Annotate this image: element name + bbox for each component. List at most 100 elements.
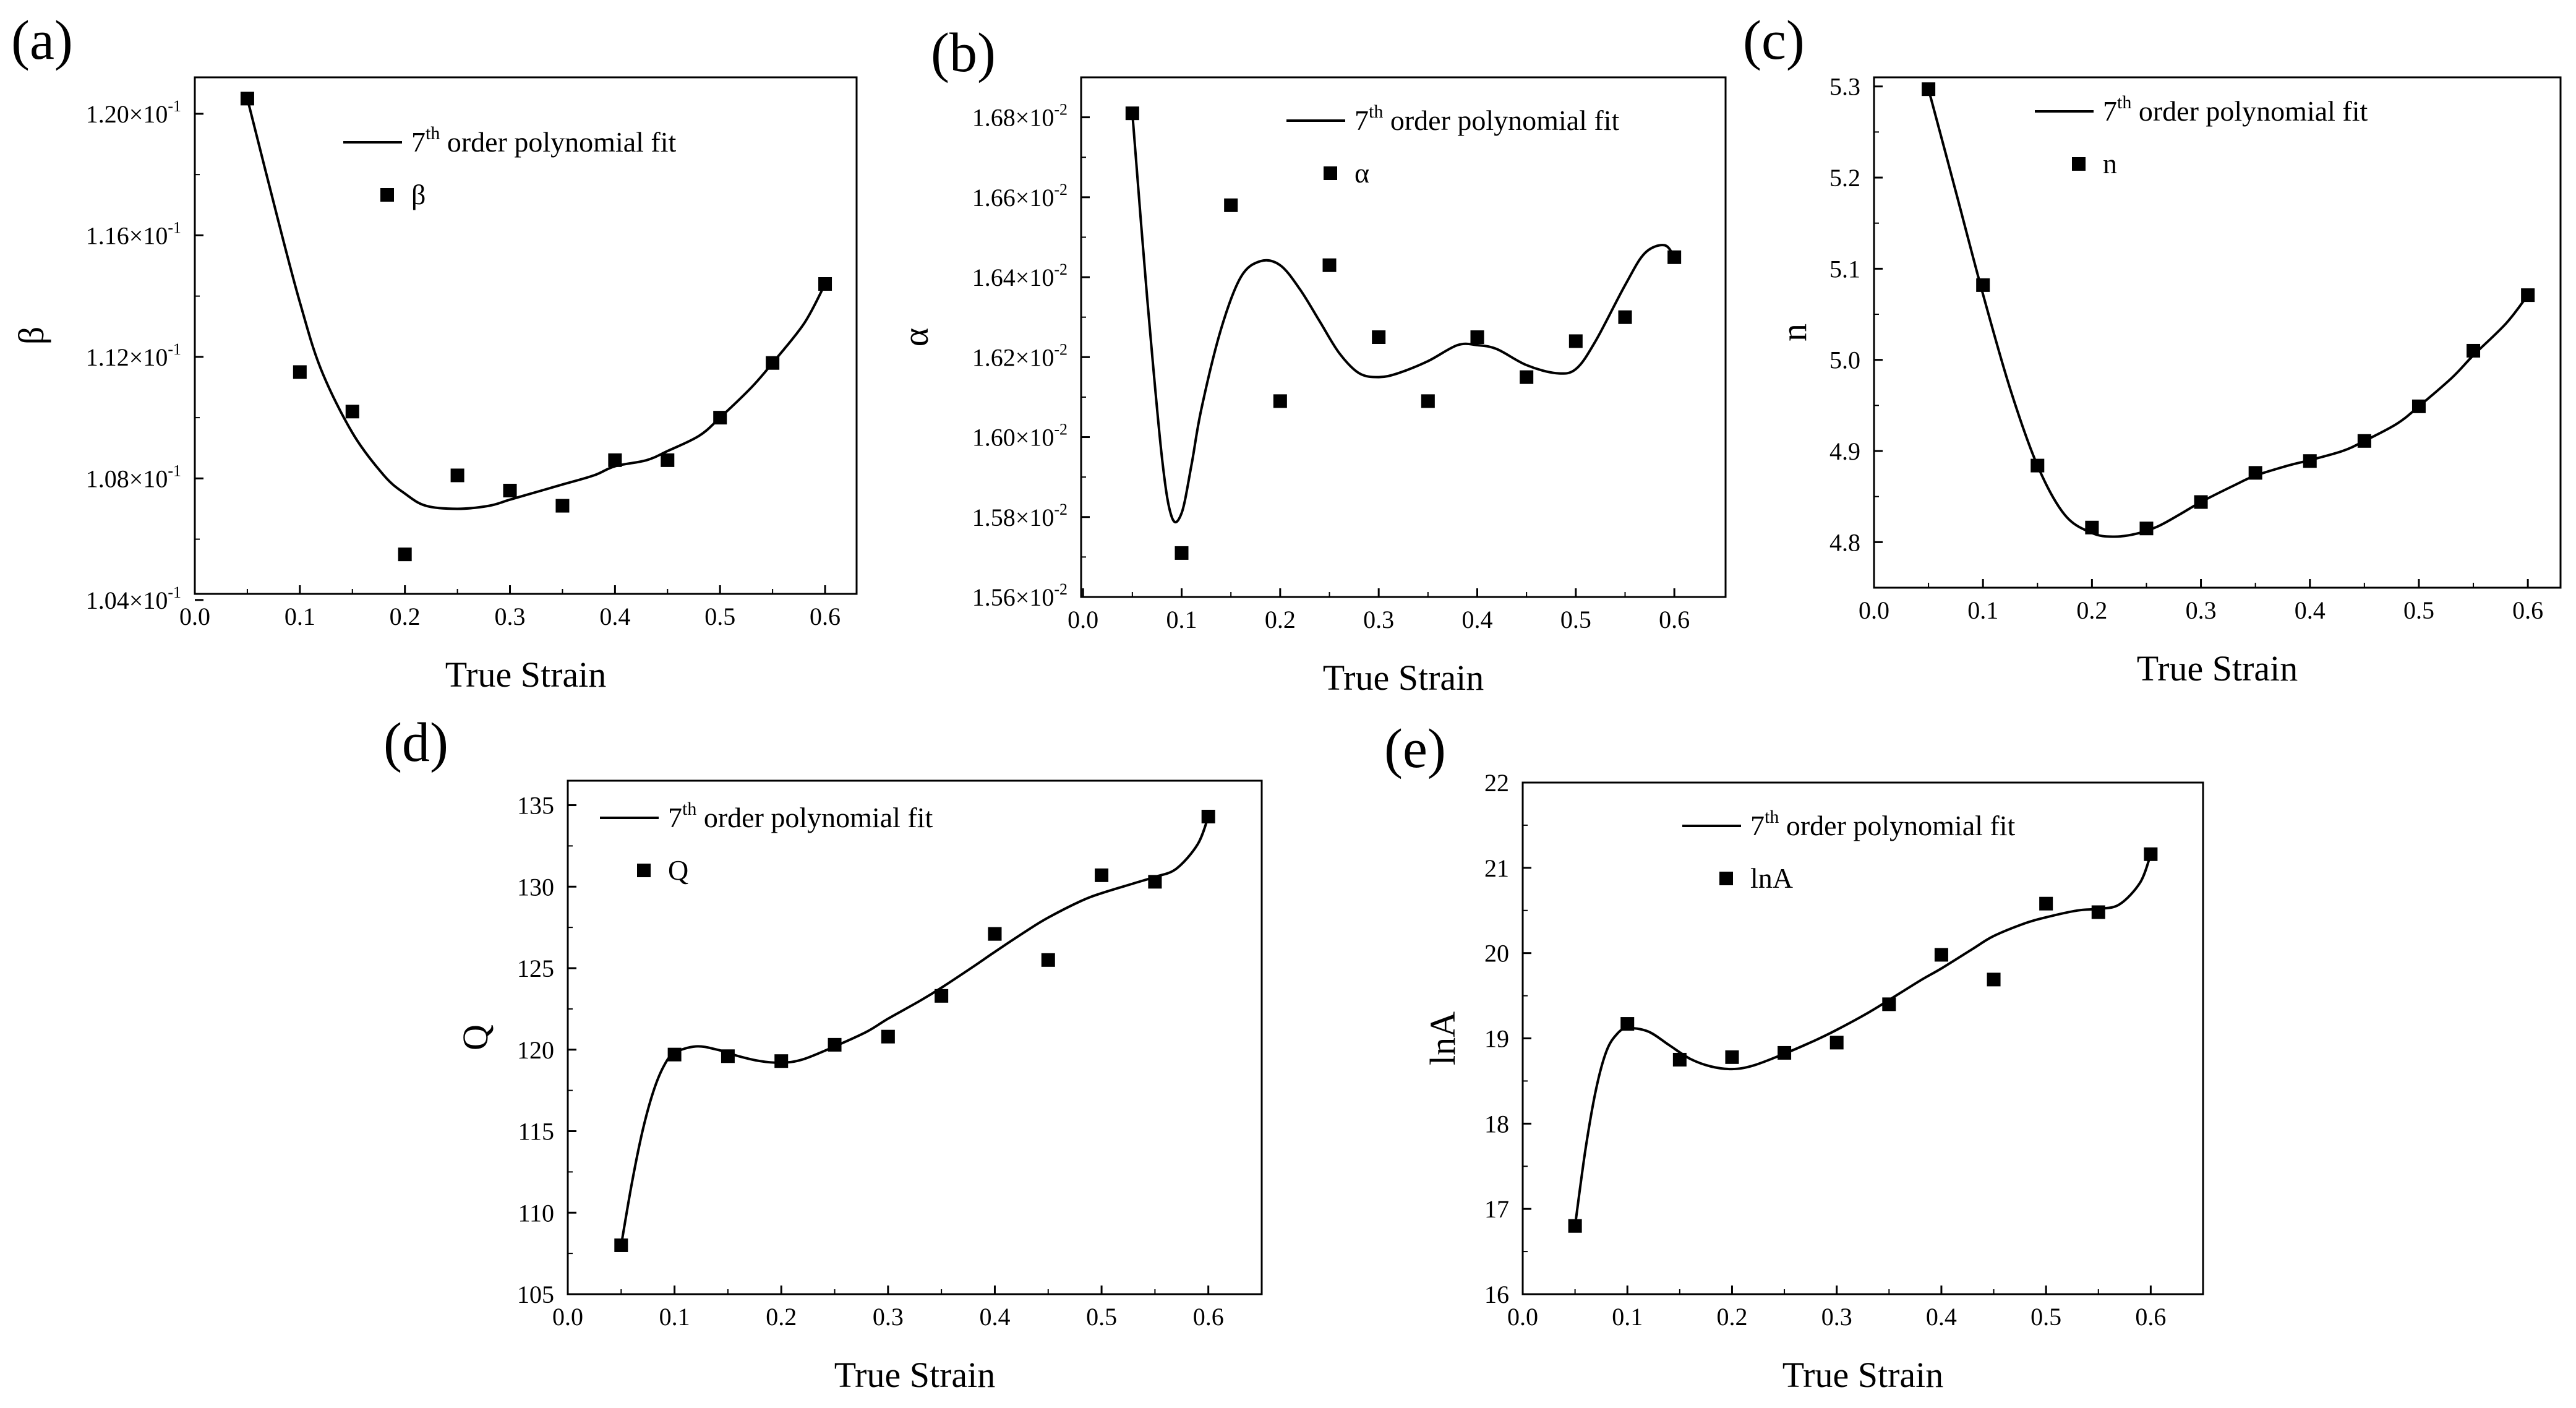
data-point <box>713 411 727 425</box>
data-point <box>2248 466 2262 480</box>
y-tick-exponent: -1 <box>168 97 181 115</box>
y-tick-label: 5.2 <box>1829 164 1860 192</box>
fit-curve <box>1573 854 2152 1226</box>
y-axis-title: lnA <box>1423 1011 1463 1065</box>
data-point <box>1672 1052 1687 1067</box>
fit-curve <box>620 816 1210 1246</box>
y-axis-title: β <box>11 327 51 345</box>
x-tick-label: 0.6 <box>2512 596 2543 624</box>
data-point <box>2521 288 2535 303</box>
data-point <box>1470 330 1484 344</box>
x-tick-label: 0.5 <box>704 603 735 630</box>
legend-point-label: Q <box>668 854 688 886</box>
data-point <box>1148 875 1162 889</box>
x-tick-label: 0.3 <box>495 603 526 630</box>
x-tick-label: 0.3 <box>873 1303 904 1331</box>
x-tick-label: 0.1 <box>1612 1303 1643 1331</box>
y-tick-label: 20 <box>1484 940 1509 968</box>
data-point <box>1568 1219 1582 1233</box>
x-tick-label: 0.6 <box>1659 606 1690 633</box>
data-point <box>935 989 949 1003</box>
x-axis-title: True Strain <box>834 1355 996 1395</box>
legend-marker-swatch <box>1324 166 1337 180</box>
y-tick-label: 1.68×10-2 <box>972 101 1068 132</box>
x-tick-label: 0.4 <box>1461 606 1492 633</box>
legend-fit-label: 7th order polynomial fit <box>1750 807 2016 841</box>
y-axis-title: α <box>896 328 936 346</box>
data-point <box>1987 972 2001 987</box>
x-tick-label: 0.1 <box>1967 596 1998 624</box>
data-point <box>1322 258 1337 272</box>
panel-label: (e) <box>1384 718 1446 779</box>
legend-point-label: n <box>2103 148 2117 179</box>
data-point <box>766 356 780 370</box>
x-tick-label: 0.0 <box>179 603 210 630</box>
x-tick-label: 0.4 <box>599 603 630 630</box>
x-tick-label: 0.1 <box>659 1303 690 1331</box>
y-tick-label: 5.1 <box>1829 255 1860 283</box>
data-point <box>1568 334 1583 348</box>
x-tick-label: 0.2 <box>1716 1303 1747 1331</box>
x-tick-label: 0.3 <box>1363 606 1394 633</box>
data-point <box>1725 1050 1739 1064</box>
data-point <box>608 453 622 467</box>
y-tick-label: 1.66×10-2 <box>972 181 1068 212</box>
data-point <box>1125 106 1139 121</box>
x-tick-label: 0.1 <box>1166 606 1197 633</box>
data-point <box>1175 546 1189 560</box>
x-tick-label: 0.5 <box>2403 596 2434 624</box>
x-tick-label: 0.2 <box>2076 596 2107 624</box>
x-tick-label: 0.5 <box>2030 1303 2061 1331</box>
data-point <box>2039 896 2053 911</box>
data-point <box>1829 1036 1844 1050</box>
x-tick-label: 0.4 <box>1926 1303 1957 1331</box>
x-tick-label: 0.5 <box>1560 606 1591 633</box>
y-tick-label: 1.56×10-2 <box>972 580 1068 611</box>
plot-frame <box>567 779 1263 1295</box>
legend-point-label: lnA <box>1750 862 1793 894</box>
y-tick-label: 1.04×10-1 <box>86 583 181 614</box>
panel-label: (c) <box>1743 10 1805 71</box>
x-tick-label: 0.0 <box>1068 606 1098 633</box>
data-point <box>555 499 570 513</box>
x-tick-label: 0.0 <box>552 1303 583 1331</box>
data-point <box>881 1029 895 1044</box>
y-tick-exponent: -1 <box>168 218 181 236</box>
data-point <box>1667 250 1682 264</box>
x-tick-label: 0.6 <box>1193 1303 1224 1331</box>
y-tick-label: 1.20×10-1 <box>86 97 181 128</box>
data-point <box>2144 847 2158 861</box>
x-tick-label: 0.6 <box>810 603 841 630</box>
y-tick-label: 1.08×10-1 <box>86 461 181 492</box>
panel-label: (b) <box>931 22 996 84</box>
y-tick-exponent: -2 <box>1054 421 1068 439</box>
x-tick-label: 0.2 <box>1265 606 1296 633</box>
y-tick-label: 21 <box>1484 854 1509 882</box>
y-tick-exponent: -1 <box>168 340 181 358</box>
y-tick-label: 125 <box>517 955 554 982</box>
y-tick-label: 1.64×10-2 <box>972 260 1068 291</box>
x-tick-label: 0.1 <box>285 603 315 630</box>
chart-panel-3: (d) 0.0 0.1 0.2 0.3 0.4 0.5 0.6 105 110 115 120 125 1… <box>383 712 1263 1395</box>
y-axis-title: Q <box>455 1024 495 1050</box>
x-tick-label: 0.5 <box>1086 1303 1117 1331</box>
data-point <box>721 1049 735 1063</box>
fit-curve <box>1927 88 2529 538</box>
fit-curve <box>1131 113 1675 524</box>
y-tick-label: 1.16×10-1 <box>86 218 181 249</box>
data-point <box>1273 394 1287 408</box>
y-tick-exponent: -2 <box>1054 580 1068 598</box>
x-tick-label: 0.4 <box>979 1303 1010 1331</box>
y-tick-label: 5.3 <box>1829 73 1860 101</box>
y-tick-label: 16 <box>1484 1281 1509 1308</box>
x-axis-title: True Strain <box>2137 648 2298 689</box>
chart-panel-2: (c) 0.0 0.1 0.2 0.3 0.4 0.5 0.6 4.8 4.9 5.0 5.1 5.2 5… <box>1743 10 2562 689</box>
data-point <box>1095 868 1109 882</box>
chart-panel-4: (e) 0.0 0.1 0.2 0.3 0.4 0.5 0.6 16 17 18 19 20 21 22 Tr… <box>1384 718 2204 1395</box>
y-tick-label: 130 <box>517 873 554 901</box>
y-tick-exponent: -2 <box>1054 500 1068 518</box>
data-point <box>2091 905 2105 919</box>
plot-frame <box>1080 76 1727 598</box>
data-point <box>2303 454 2317 468</box>
data-point <box>1882 997 1896 1011</box>
